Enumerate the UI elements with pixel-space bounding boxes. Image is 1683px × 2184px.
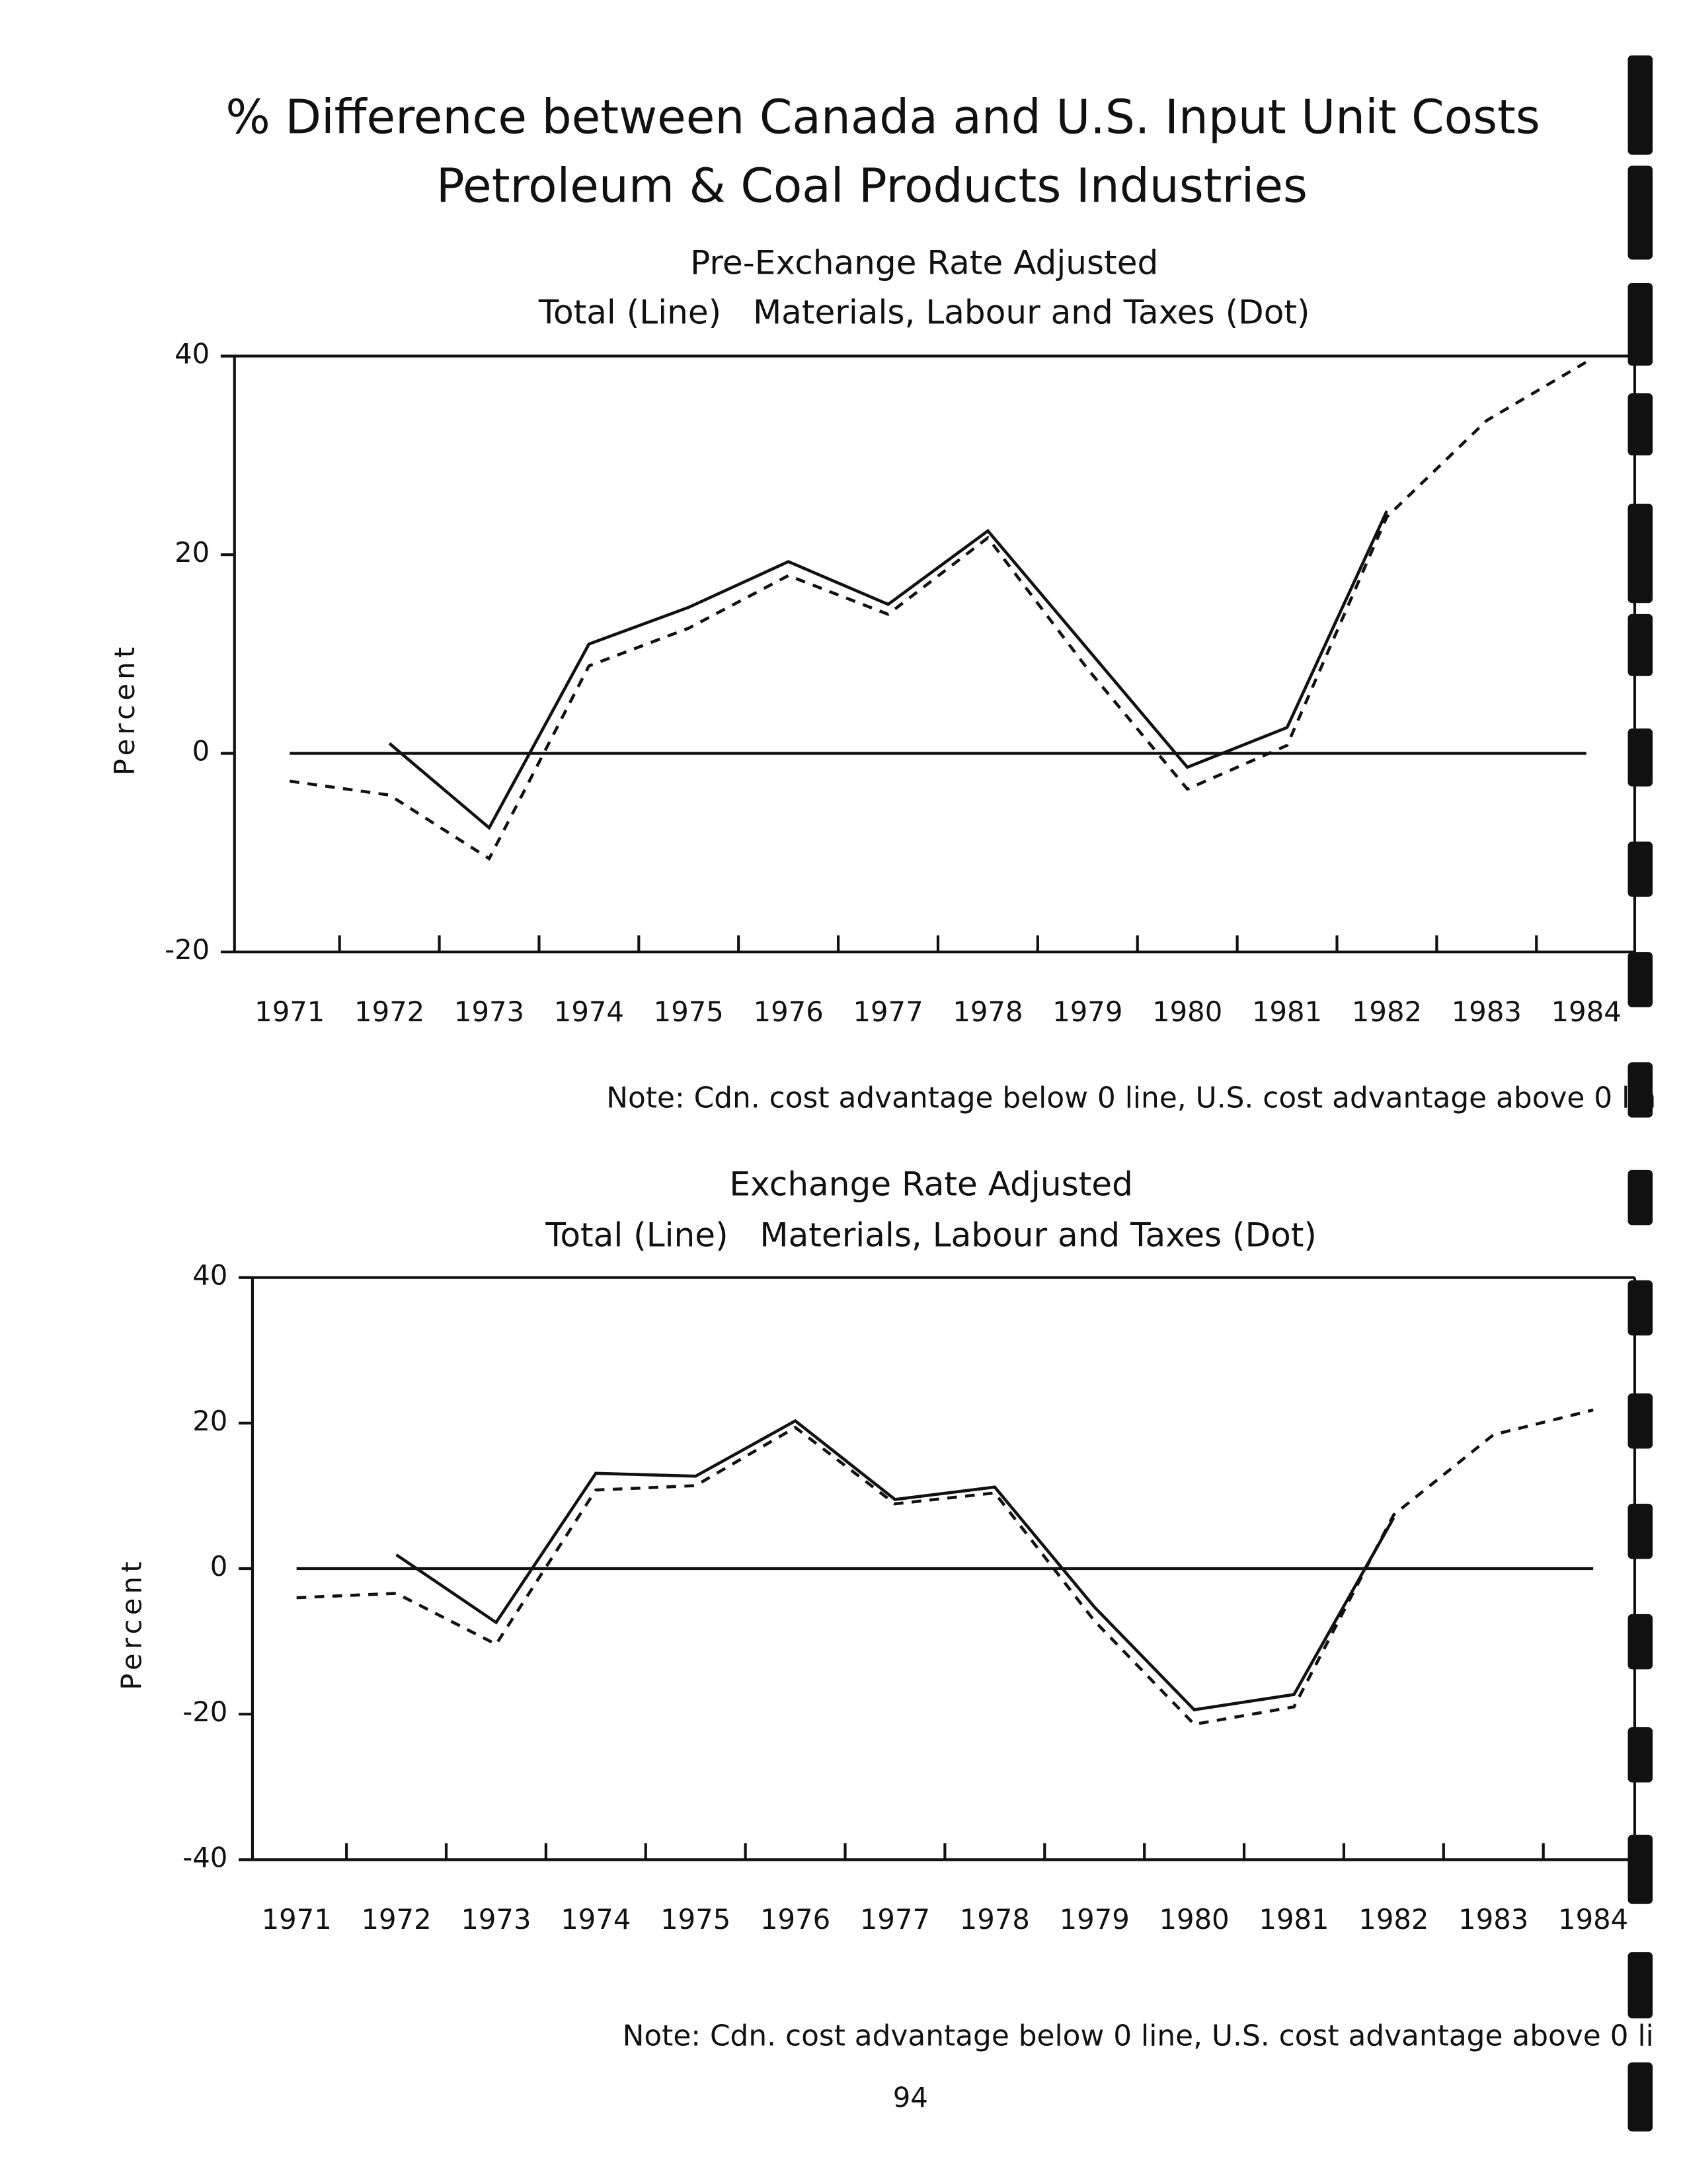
note: Note: Cdn. cost advantage below 0 line, … [606, 1081, 1656, 1114]
chart-title: Exchange Rate Adjusted [729, 1165, 1133, 1203]
x-tick-label: 1979 [1052, 995, 1122, 1028]
data-line [395, 1419, 1395, 1712]
x-tick-label: 1977 [860, 1903, 930, 1935]
x-tick-label: 1980 [1159, 1903, 1230, 1935]
y-tick-label: -20 [165, 933, 210, 966]
x-tick-label: 1979 [1060, 1903, 1130, 1935]
x-tick-label: 1972 [354, 995, 424, 1028]
y-tick-label: -20 [182, 1696, 227, 1728]
y-tick-label: 20 [192, 1405, 227, 1437]
data-line [289, 360, 1587, 861]
x-tick-label: 1982 [1358, 1903, 1429, 1935]
x-tick-label: 1983 [1452, 995, 1522, 1028]
x-tick-label: 1977 [853, 995, 923, 1028]
x-tick-label: 1980 [1152, 995, 1222, 1028]
y-axis-label: Percent [115, 1557, 147, 1690]
x-tick-label: 1984 [1558, 1903, 1628, 1935]
chart-subtitle: Total (Line) Materials, Labour and Taxes… [538, 293, 1310, 332]
y-tick-label: 20 [175, 536, 210, 568]
x-tick-label: 1972 [361, 1903, 431, 1935]
page-subtitle: Petroleum & Coal Products Industries [436, 159, 1308, 214]
y-tick-label: 40 [192, 1259, 227, 1292]
x-tick-label: 1981 [1252, 995, 1322, 1028]
x-tick-label: 1982 [1352, 995, 1422, 1028]
x-tick-label: 1976 [760, 1903, 830, 1935]
y-tick-label: 40 [175, 338, 210, 370]
x-tick-label: 1973 [461, 1903, 531, 1935]
x-tick-label: 1983 [1458, 1903, 1528, 1935]
x-tick-label: 1974 [561, 1903, 631, 1935]
y-tick-label: 0 [210, 1550, 228, 1582]
x-tick-label: 1975 [660, 1903, 730, 1935]
x-tick-label: 1974 [554, 995, 624, 1028]
x-tick-label: 1976 [754, 995, 824, 1028]
x-tick-label: 1978 [960, 1903, 1030, 1935]
data-line [388, 510, 1389, 830]
x-tick-label: 1973 [454, 995, 524, 1028]
chart: Exchange Rate Adjusted Total (Line) Mater… [115, 1165, 1653, 2052]
x-tick-label: 1984 [1551, 995, 1622, 1028]
y-tick-label: -40 [182, 1841, 227, 1873]
x-tick-label: 1971 [254, 995, 325, 1028]
x-tick-label: 1975 [654, 995, 724, 1028]
data-line [296, 1408, 1594, 1727]
y-tick-label: 0 [192, 735, 210, 767]
chart: Pre-Exchange Rate Adjusted Total (Line) M… [108, 243, 1656, 1114]
note: Note: Cdn. cost advantage below 0 line, … [623, 2019, 1654, 2053]
page-title: % Difference between Canada and U.S. Inp… [225, 89, 1540, 144]
chart-title: Pre-Exchange Rate Adjusted [690, 243, 1158, 282]
x-tick-label: 1971 [262, 1903, 332, 1935]
y-axis-label: Percent [108, 643, 141, 775]
x-tick-label: 1978 [953, 995, 1023, 1028]
x-tick-label: 1981 [1259, 1903, 1329, 1935]
chart-subtitle: Total (Line) Materials, Labour and Taxes… [545, 1216, 1317, 1255]
page-number: 94 [893, 2081, 928, 2113]
